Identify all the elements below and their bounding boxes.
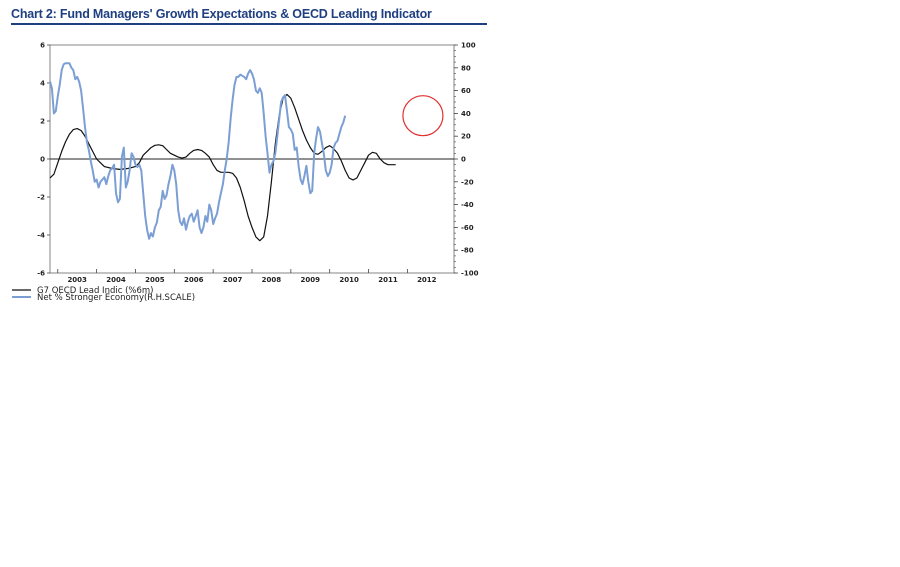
- right-axis: 100 80 60 40 20 0 -20 -40 -60 -80 -100: [454, 42, 479, 278]
- chart-title: Chart 2: Fund Managers' Growth Expectati…: [11, 7, 432, 21]
- legend-label: Net % Stronger Economy(R.H.SCALE): [37, 293, 195, 303]
- left-tick-label: -2: [37, 194, 45, 202]
- right-tick-label: 20: [461, 133, 471, 141]
- x-tick-label: 2005: [145, 276, 165, 284]
- right-tick-label: -100: [461, 270, 479, 278]
- x-tick-label: 2007: [223, 276, 243, 284]
- x-tick-label: 2004: [106, 276, 126, 284]
- oecd-lead-indicator-line: [49, 93, 396, 242]
- left-tick-label: 6: [40, 42, 45, 50]
- legend: G7 OECD Lead Indic (%6m)Net % Stronger E…: [12, 286, 195, 303]
- title-rule: [11, 23, 487, 25]
- highlight-circle: [402, 95, 444, 137]
- right-tick-label: -40: [461, 201, 474, 209]
- x-axis: 2003 2004 2005 2006 2007 2008 2009 2010 2011 2012: [57, 269, 437, 284]
- left-tick-label: 4: [40, 80, 45, 88]
- right-tick-label: -60: [461, 224, 474, 232]
- right-tick-label: -80: [461, 247, 474, 255]
- series-layer: [49, 62, 396, 242]
- left-axis: 6 4 2 0 -2 -4 -6: [37, 42, 50, 278]
- x-tick-label: 2012: [417, 276, 437, 284]
- legend-label: G7 OECD Lead Indic (%6m): [37, 286, 154, 296]
- net-stronger-economy-line: [49, 62, 347, 240]
- left-tick-label: 2: [40, 118, 45, 126]
- x-tick-label: 2008: [262, 276, 282, 284]
- x-tick-label: 2003: [67, 276, 87, 284]
- right-tick-label: 0: [461, 156, 466, 164]
- right-tick-label: 60: [461, 87, 471, 95]
- right-tick-label: 40: [461, 110, 471, 118]
- left-tick-label: 0: [40, 156, 45, 164]
- x-tick-label: 2011: [378, 276, 398, 284]
- x-tick-label: 2010: [339, 276, 359, 284]
- left-tick-label: -6: [37, 270, 45, 278]
- right-tick-label: 100: [461, 42, 476, 50]
- left-tick-label: -4: [37, 232, 45, 240]
- x-tick-label: 2009: [301, 276, 321, 284]
- right-tick-label: -20: [461, 178, 474, 186]
- right-tick-label: 80: [461, 64, 471, 72]
- x-tick-label: 2006: [184, 276, 204, 284]
